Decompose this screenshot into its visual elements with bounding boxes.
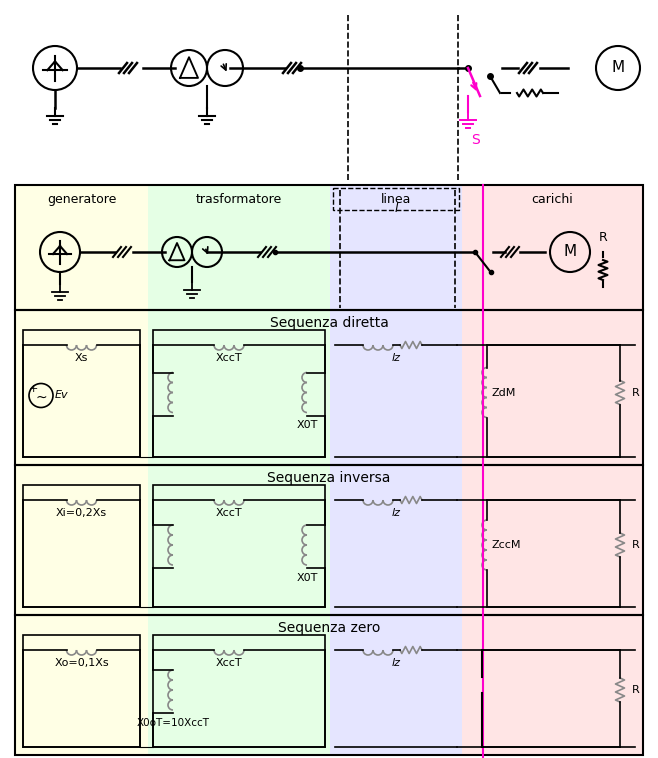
Text: R: R: [632, 387, 640, 397]
Bar: [148, 310, 330, 465]
Bar: [15, 465, 148, 615]
Text: Ev: Ev: [55, 390, 68, 400]
Text: ZccM: ZccM: [491, 540, 520, 550]
Bar: [15, 615, 148, 755]
Text: Xo=0,1Xs: Xo=0,1Xs: [54, 658, 109, 668]
Text: Sequenza diretta: Sequenza diretta: [270, 316, 388, 330]
Bar: [330, 465, 462, 615]
Bar: [15, 615, 643, 755]
Text: Xi=0,2Xs: Xi=0,2Xs: [56, 508, 107, 518]
Text: lz: lz: [392, 508, 401, 518]
Text: generatore: generatore: [47, 193, 116, 206]
Bar: [15, 310, 148, 465]
Bar: [153, 330, 325, 457]
Text: R: R: [632, 685, 640, 695]
Text: Sequenza zero: Sequenza zero: [278, 621, 380, 635]
Bar: [462, 465, 643, 615]
Bar: [148, 185, 330, 310]
Text: +: +: [28, 384, 38, 394]
Bar: [15, 185, 643, 310]
Bar: [153, 635, 325, 747]
Bar: [15, 310, 643, 465]
Bar: [23, 485, 140, 607]
Bar: [148, 465, 330, 615]
Text: lz: lz: [392, 353, 401, 363]
Text: XccT: XccT: [216, 353, 242, 363]
Bar: [462, 615, 643, 755]
Bar: [23, 635, 140, 747]
Text: X0oT=10XccT: X0oT=10XccT: [136, 718, 209, 728]
Text: S: S: [472, 133, 480, 147]
Text: XccT: XccT: [216, 508, 242, 518]
Bar: [23, 330, 140, 457]
Bar: [153, 485, 325, 607]
Bar: [15, 465, 643, 615]
Text: linea: linea: [381, 193, 411, 206]
Text: R: R: [599, 231, 607, 244]
Bar: [462, 185, 643, 310]
Text: M: M: [563, 245, 576, 259]
Text: XccT: XccT: [216, 658, 242, 668]
Bar: [148, 615, 330, 755]
Text: R: R: [632, 540, 640, 550]
Bar: [333, 188, 459, 210]
Text: trasformatore: trasformatore: [196, 193, 282, 206]
Text: Sequenza inversa: Sequenza inversa: [267, 471, 391, 485]
Bar: [15, 185, 148, 310]
Text: ~: ~: [35, 390, 47, 405]
Text: Xs: Xs: [75, 353, 88, 363]
Bar: [330, 185, 462, 310]
Bar: [330, 310, 462, 465]
Text: X0T: X0T: [296, 573, 318, 583]
Text: M: M: [611, 61, 624, 76]
Bar: [330, 615, 462, 755]
Text: ZdM: ZdM: [491, 387, 515, 397]
Bar: [462, 310, 643, 465]
Text: X0T: X0T: [296, 421, 318, 431]
Text: carichi: carichi: [532, 193, 573, 206]
Text: lz: lz: [392, 658, 401, 668]
Text: l: l: [394, 202, 397, 215]
